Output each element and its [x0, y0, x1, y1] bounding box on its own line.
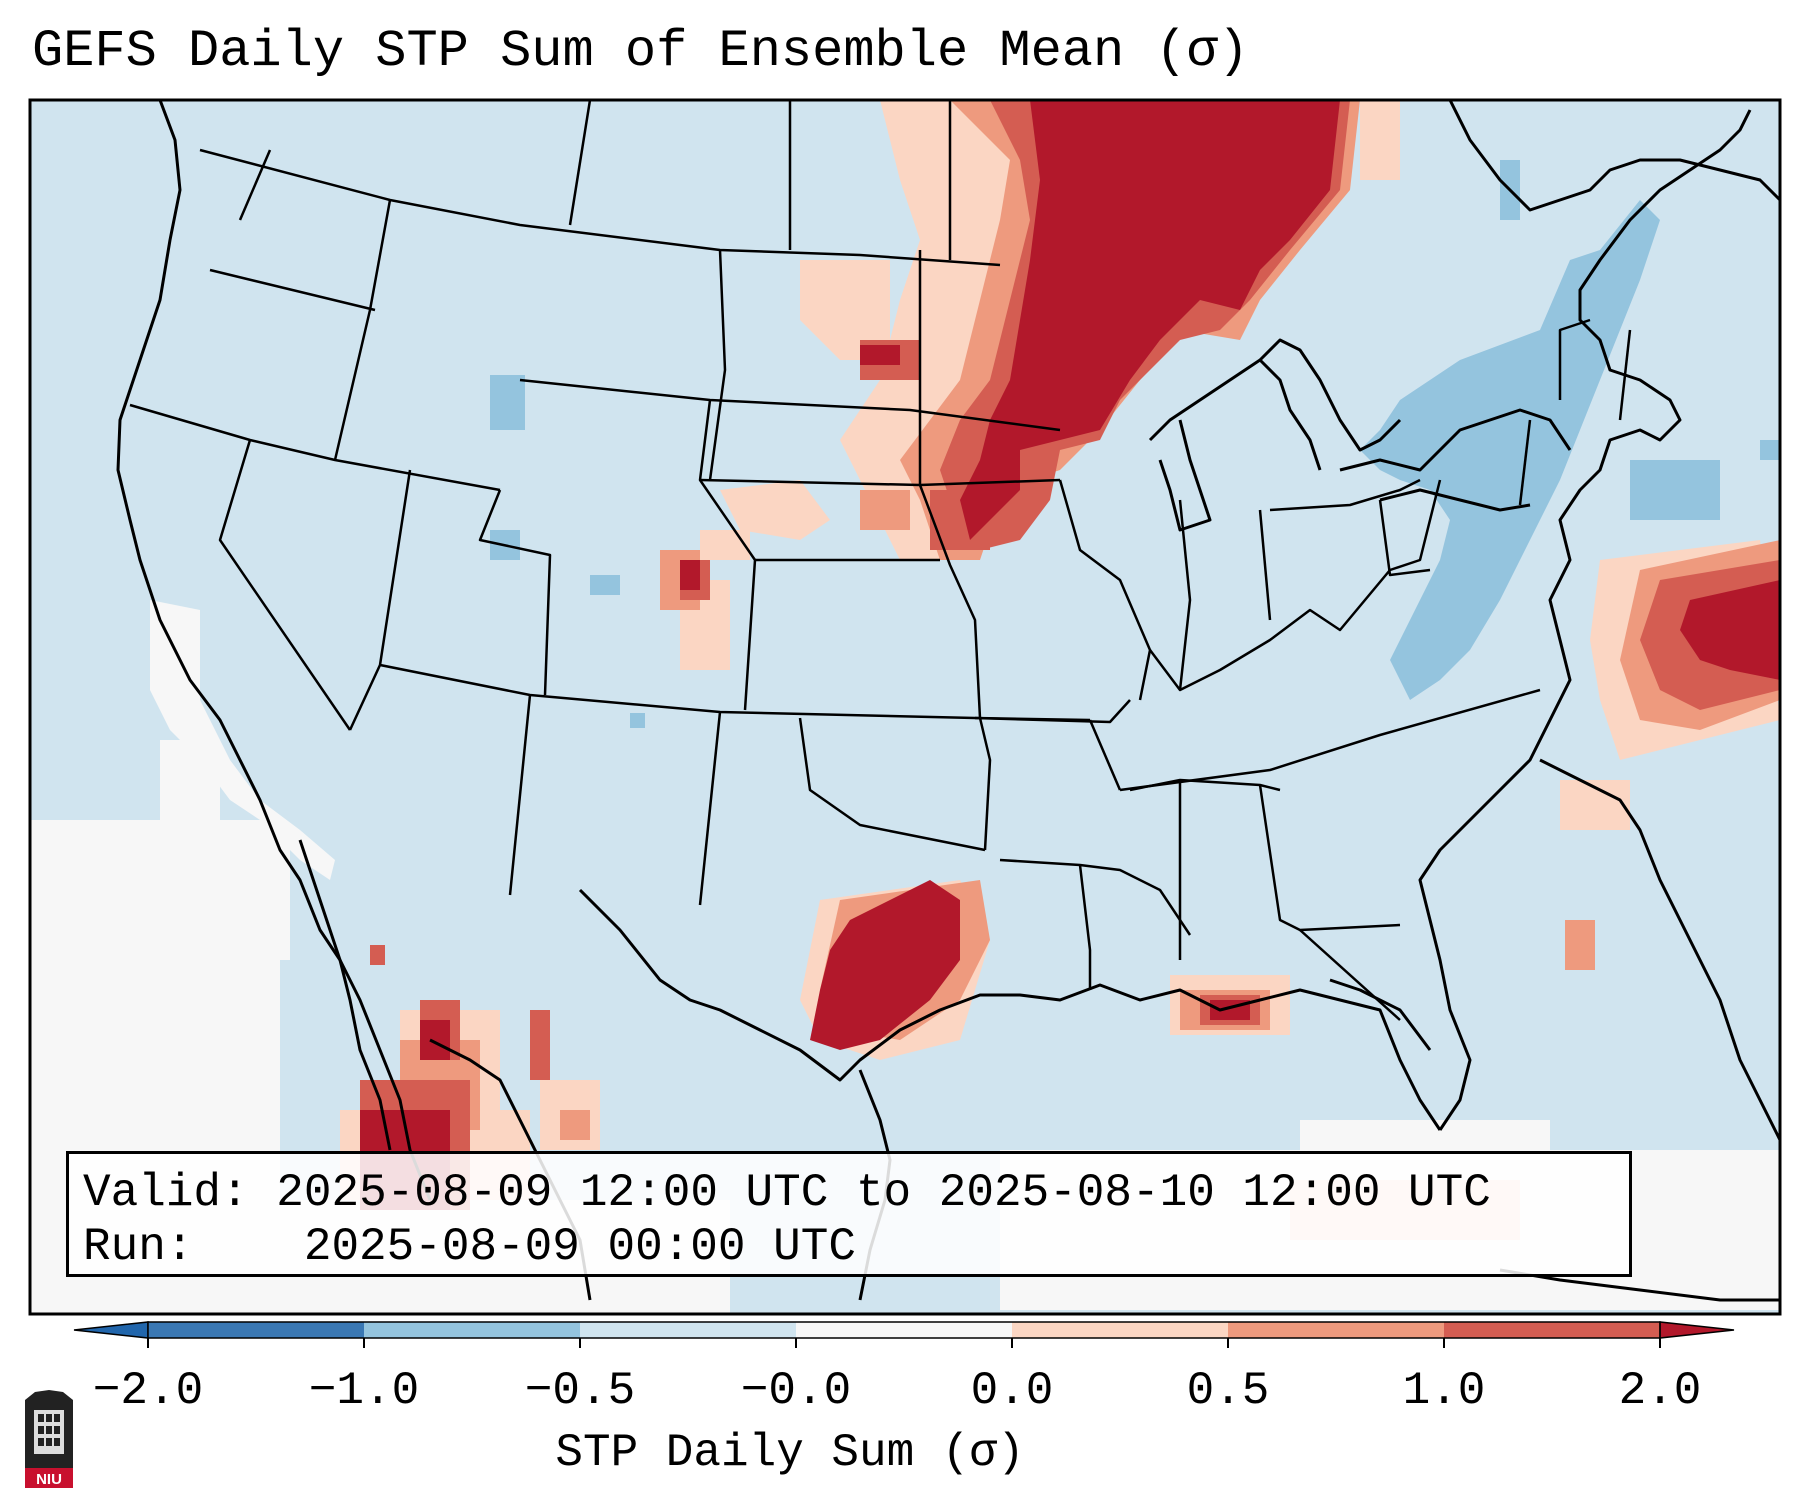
colorbar-tick-label: −0.5 [524, 1365, 636, 1417]
colorbar-tick-label: 2.0 [1618, 1365, 1702, 1417]
state-boundaries [129, 100, 1632, 1021]
info-box: Valid: 2025-08-09 12:00 UTC to 2025-08-1… [66, 1151, 1632, 1277]
colorbar-label: STP Daily Sum (σ) [555, 1427, 1025, 1479]
colorbar-tick-label: −1.0 [308, 1365, 420, 1417]
map-frame [28, 98, 1782, 1316]
logo-text: NIU [36, 1471, 62, 1488]
run-label: Run: [83, 1221, 194, 1273]
colorbar-tick-label: 1.0 [1402, 1365, 1486, 1417]
colorbar-tick-label: −0.0 [740, 1365, 852, 1417]
colorbar-tick-label: 0.0 [970, 1365, 1054, 1417]
run-value: 2025-08-09 00:00 UTC [303, 1221, 856, 1273]
valid-label: Valid: [83, 1167, 249, 1219]
niu-logo-icon: NIU [25, 1390, 73, 1488]
colorbar-tick-label: −2.0 [92, 1365, 204, 1417]
colorbar-tick-label: 0.5 [1186, 1365, 1270, 1417]
valid-value: 2025-08-09 12:00 UTC to 2025-08-10 12:00… [276, 1167, 1491, 1219]
chart-title: GEFS Daily STP Sum of Ensemble Mean (σ) [32, 22, 1249, 81]
